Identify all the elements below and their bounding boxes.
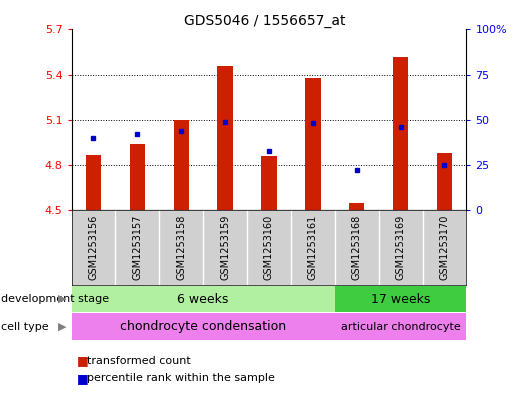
Text: GDS5046 / 1556657_at: GDS5046 / 1556657_at bbox=[184, 14, 346, 28]
Text: GSM1253168: GSM1253168 bbox=[352, 215, 361, 280]
Bar bbox=[335, 313, 466, 340]
Text: development stage: development stage bbox=[1, 294, 109, 304]
Text: GSM1253157: GSM1253157 bbox=[132, 215, 143, 280]
Text: 17 weeks: 17 weeks bbox=[371, 292, 430, 306]
Bar bbox=[335, 286, 466, 312]
Bar bbox=[393, 57, 408, 210]
Bar bbox=[349, 203, 365, 210]
Text: articular chondrocyte: articular chondrocyte bbox=[341, 321, 461, 332]
Text: GSM1253169: GSM1253169 bbox=[395, 215, 405, 280]
Bar bbox=[437, 153, 452, 210]
Text: ■: ■ bbox=[77, 354, 89, 367]
Text: GSM1253158: GSM1253158 bbox=[176, 215, 186, 280]
Text: percentile rank within the sample: percentile rank within the sample bbox=[87, 373, 275, 383]
Text: GSM1253161: GSM1253161 bbox=[308, 215, 318, 280]
Bar bbox=[86, 154, 101, 210]
Text: GSM1253160: GSM1253160 bbox=[264, 215, 274, 280]
Text: GSM1253170: GSM1253170 bbox=[439, 215, 449, 280]
Bar bbox=[72, 286, 335, 312]
Text: chondrocyte condensation: chondrocyte condensation bbox=[120, 320, 286, 333]
Text: ▶: ▶ bbox=[58, 294, 67, 304]
Text: cell type: cell type bbox=[1, 321, 49, 332]
Bar bbox=[261, 156, 277, 210]
Bar bbox=[173, 120, 189, 210]
Bar bbox=[72, 313, 335, 340]
Text: transformed count: transformed count bbox=[87, 356, 191, 366]
Bar bbox=[217, 66, 233, 210]
Text: GSM1253156: GSM1253156 bbox=[89, 215, 99, 280]
Text: GSM1253159: GSM1253159 bbox=[220, 215, 230, 280]
Bar bbox=[305, 78, 321, 210]
Bar bbox=[130, 144, 145, 210]
Text: ■: ■ bbox=[77, 371, 89, 385]
Text: 6 weeks: 6 weeks bbox=[178, 292, 229, 306]
Text: ▶: ▶ bbox=[58, 321, 67, 332]
